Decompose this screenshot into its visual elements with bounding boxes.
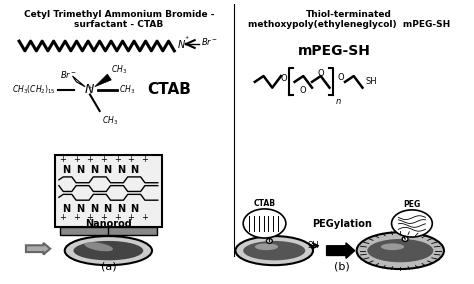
Ellipse shape <box>266 239 272 243</box>
Text: $N$: $N$ <box>177 38 186 50</box>
Text: $CH_3$: $CH_3$ <box>101 115 118 127</box>
Text: (a): (a) <box>100 261 116 271</box>
Text: +: + <box>86 213 93 222</box>
Text: +: + <box>114 155 120 164</box>
Text: N: N <box>103 204 111 214</box>
Text: O: O <box>338 74 345 82</box>
Text: $CH_3$: $CH_3$ <box>111 64 128 76</box>
Text: O: O <box>318 69 324 78</box>
Text: +: + <box>86 155 93 164</box>
Text: N: N <box>130 204 138 214</box>
Polygon shape <box>95 74 111 87</box>
Text: +: + <box>141 213 148 222</box>
Text: SH: SH <box>307 241 319 250</box>
Text: $Br^-$: $Br^-$ <box>201 36 218 47</box>
Text: +: + <box>100 155 107 164</box>
Text: PEG: PEG <box>403 200 420 209</box>
Bar <box>104 237 112 245</box>
Ellipse shape <box>381 243 404 250</box>
Text: $CH_3(CH_2)_{15}$: $CH_3(CH_2)_{15}$ <box>12 83 56 96</box>
Ellipse shape <box>243 241 305 260</box>
Text: +: + <box>114 213 120 222</box>
Text: surfactant - CTAB: surfactant - CTAB <box>74 20 164 29</box>
Ellipse shape <box>367 239 433 262</box>
Text: N: N <box>90 204 98 214</box>
Text: $^+$: $^+$ <box>183 36 190 42</box>
Text: +: + <box>59 213 66 222</box>
Text: (b): (b) <box>334 261 350 271</box>
Text: Nanorod: Nanorod <box>85 219 132 229</box>
Text: Cetyl Trimethyl Ammonium Bromide -: Cetyl Trimethyl Ammonium Bromide - <box>24 10 214 19</box>
Text: PEGylation: PEGylation <box>312 219 372 229</box>
Text: N: N <box>63 165 71 175</box>
Text: $CH_3$: $CH_3$ <box>119 83 135 96</box>
Text: N: N <box>117 165 125 175</box>
FancyArrow shape <box>26 243 50 254</box>
Text: CTAB: CTAB <box>147 82 191 97</box>
Text: n: n <box>335 97 340 106</box>
Text: N: N <box>63 204 71 214</box>
Text: N: N <box>76 165 84 175</box>
Ellipse shape <box>402 237 408 241</box>
Text: +: + <box>73 155 80 164</box>
Ellipse shape <box>73 241 143 260</box>
Text: N: N <box>103 165 111 175</box>
Text: N: N <box>76 204 84 214</box>
Text: N: N <box>117 204 125 214</box>
Ellipse shape <box>236 236 313 265</box>
Text: N: N <box>90 165 98 175</box>
Ellipse shape <box>243 209 286 238</box>
Bar <box>60 227 157 235</box>
Text: $Br^-$: $Br^-$ <box>60 69 77 80</box>
Text: mPEG-SH: mPEG-SH <box>298 44 371 58</box>
Text: CTAB: CTAB <box>254 199 275 208</box>
Ellipse shape <box>392 210 432 237</box>
Ellipse shape <box>255 243 278 250</box>
Text: +: + <box>127 213 134 222</box>
Text: methoxypoly(ethyleneglycol)  mPEG-SH: methoxypoly(ethyleneglycol) mPEG-SH <box>248 20 450 29</box>
Text: +: + <box>100 213 107 222</box>
Ellipse shape <box>84 242 113 251</box>
Text: SH: SH <box>365 77 377 86</box>
Ellipse shape <box>65 236 152 265</box>
FancyArrow shape <box>327 243 355 258</box>
Text: +: + <box>141 155 148 164</box>
Text: Thiol-terminated: Thiol-terminated <box>306 10 392 19</box>
Bar <box>55 154 162 227</box>
Ellipse shape <box>356 232 444 269</box>
Text: $^+$: $^+$ <box>86 86 93 92</box>
Text: +: + <box>73 213 80 222</box>
Text: O: O <box>300 86 307 95</box>
Text: +: + <box>127 155 134 164</box>
Text: +: + <box>59 155 66 164</box>
Text: N: N <box>130 165 138 175</box>
Text: $N$: $N$ <box>84 83 95 96</box>
Text: O: O <box>281 74 287 83</box>
